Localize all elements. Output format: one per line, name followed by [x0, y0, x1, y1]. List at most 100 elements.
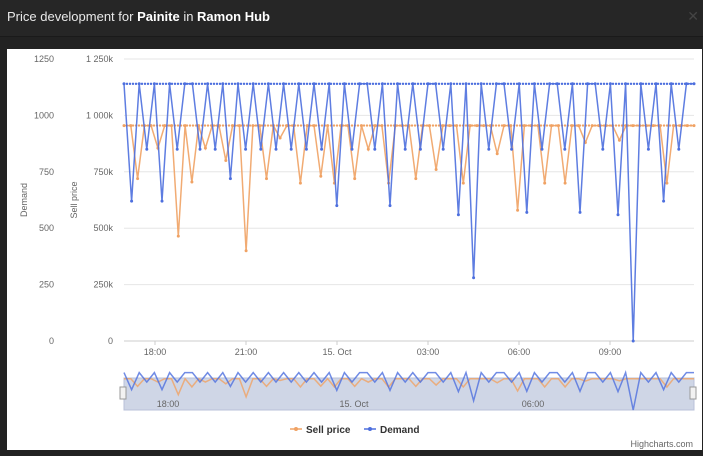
data-point: [512, 82, 516, 86]
data-point: [152, 82, 156, 86]
data-point: [440, 82, 444, 86]
data-point: [458, 82, 462, 86]
data-point: [395, 82, 399, 86]
data-point: [665, 82, 669, 86]
data-point: [461, 181, 465, 185]
data-point: [413, 82, 417, 86]
data-point: [335, 204, 339, 208]
data-point: [632, 82, 636, 86]
data-point: [244, 249, 248, 253]
data-point: [257, 82, 261, 86]
data-point: [206, 124, 210, 127]
legend-marker[interactable]: [368, 427, 372, 431]
data-point: [456, 213, 460, 217]
data-point: [605, 124, 609, 127]
data-point: [305, 124, 309, 127]
data-point: [218, 82, 222, 86]
data-point: [540, 147, 544, 151]
data-point: [251, 82, 255, 86]
data-point: [632, 124, 636, 127]
data-point: [227, 82, 231, 86]
data-point: [239, 124, 243, 127]
data-point: [557, 124, 561, 127]
data-point: [413, 124, 417, 127]
data-point: [434, 168, 438, 171]
data-point: [296, 82, 300, 86]
data-point: [281, 82, 285, 86]
data-point: [581, 82, 585, 86]
data-point: [296, 124, 300, 127]
data-point: [689, 82, 693, 86]
data-point: [161, 82, 165, 86]
navigator-tick-label: 18:00: [157, 399, 180, 409]
legend-item-label[interactable]: Demand: [380, 425, 419, 436]
y-tick-sell-price: 0: [49, 336, 54, 346]
data-point: [308, 82, 312, 86]
navigator-handle-left[interactable]: [119, 386, 127, 400]
data-point: [170, 124, 174, 127]
data-point: [563, 82, 567, 86]
data-point: [656, 82, 660, 86]
modal-header: Price development for Painite in Ramon H…: [0, 0, 703, 37]
data-point: [374, 82, 378, 86]
data-point: [244, 147, 248, 151]
data-point: [629, 82, 633, 86]
data-point: [326, 124, 330, 127]
data-point: [233, 82, 237, 86]
data-point: [437, 124, 441, 127]
data-point: [449, 82, 453, 86]
data-point: [344, 124, 348, 127]
data-point: [646, 147, 650, 151]
title-mid: in: [179, 9, 198, 24]
data-point: [497, 82, 501, 86]
data-point: [329, 82, 333, 86]
data-point: [410, 124, 414, 127]
close-icon[interactable]: ✕: [687, 8, 699, 24]
data-point: [338, 82, 342, 86]
data-point: [403, 147, 407, 151]
data-point: [221, 82, 225, 86]
data-point: [323, 82, 327, 86]
data-point: [647, 82, 651, 86]
data-point: [578, 124, 582, 127]
data-point: [659, 82, 663, 86]
navigator[interactable]: 18:00 15. Oct 06:00: [119, 369, 697, 411]
data-point: [638, 82, 642, 86]
data-point: [479, 124, 483, 127]
data-point: [212, 124, 216, 127]
data-point: [518, 82, 522, 86]
data-point: [161, 124, 165, 127]
legend-item-label[interactable]: Sell price: [306, 425, 351, 436]
data-point: [455, 82, 459, 86]
data-point: [575, 124, 579, 127]
data-point: [608, 124, 612, 127]
legend-marker[interactable]: [294, 427, 298, 431]
credits-link[interactable]: Highcharts.com: [630, 439, 693, 449]
data-point: [191, 124, 195, 127]
data-point: [617, 82, 621, 86]
navigator-series-line: [124, 377, 694, 400]
data-point: [366, 147, 370, 151]
data-point: [593, 124, 597, 127]
data-point: [179, 82, 183, 86]
data-point: [347, 82, 351, 86]
data-point: [560, 82, 564, 86]
data-point: [155, 82, 159, 86]
data-point: [662, 124, 666, 127]
data-point: [425, 82, 429, 86]
data-point: [543, 181, 547, 185]
y-tick-sell-price: 500: [39, 223, 54, 233]
data-point: [515, 82, 519, 86]
data-point: [404, 82, 408, 86]
x-tick-label: 21:00: [235, 347, 258, 357]
data-point: [575, 82, 579, 86]
data-point: [290, 124, 294, 127]
data-point: [212, 82, 216, 86]
navigator-handle-right[interactable]: [689, 386, 697, 400]
data-point: [647, 124, 651, 127]
data-point: [122, 124, 126, 127]
data-point: [224, 82, 228, 86]
data-point: [479, 82, 483, 86]
data-point: [254, 124, 258, 127]
data-point: [620, 82, 624, 86]
